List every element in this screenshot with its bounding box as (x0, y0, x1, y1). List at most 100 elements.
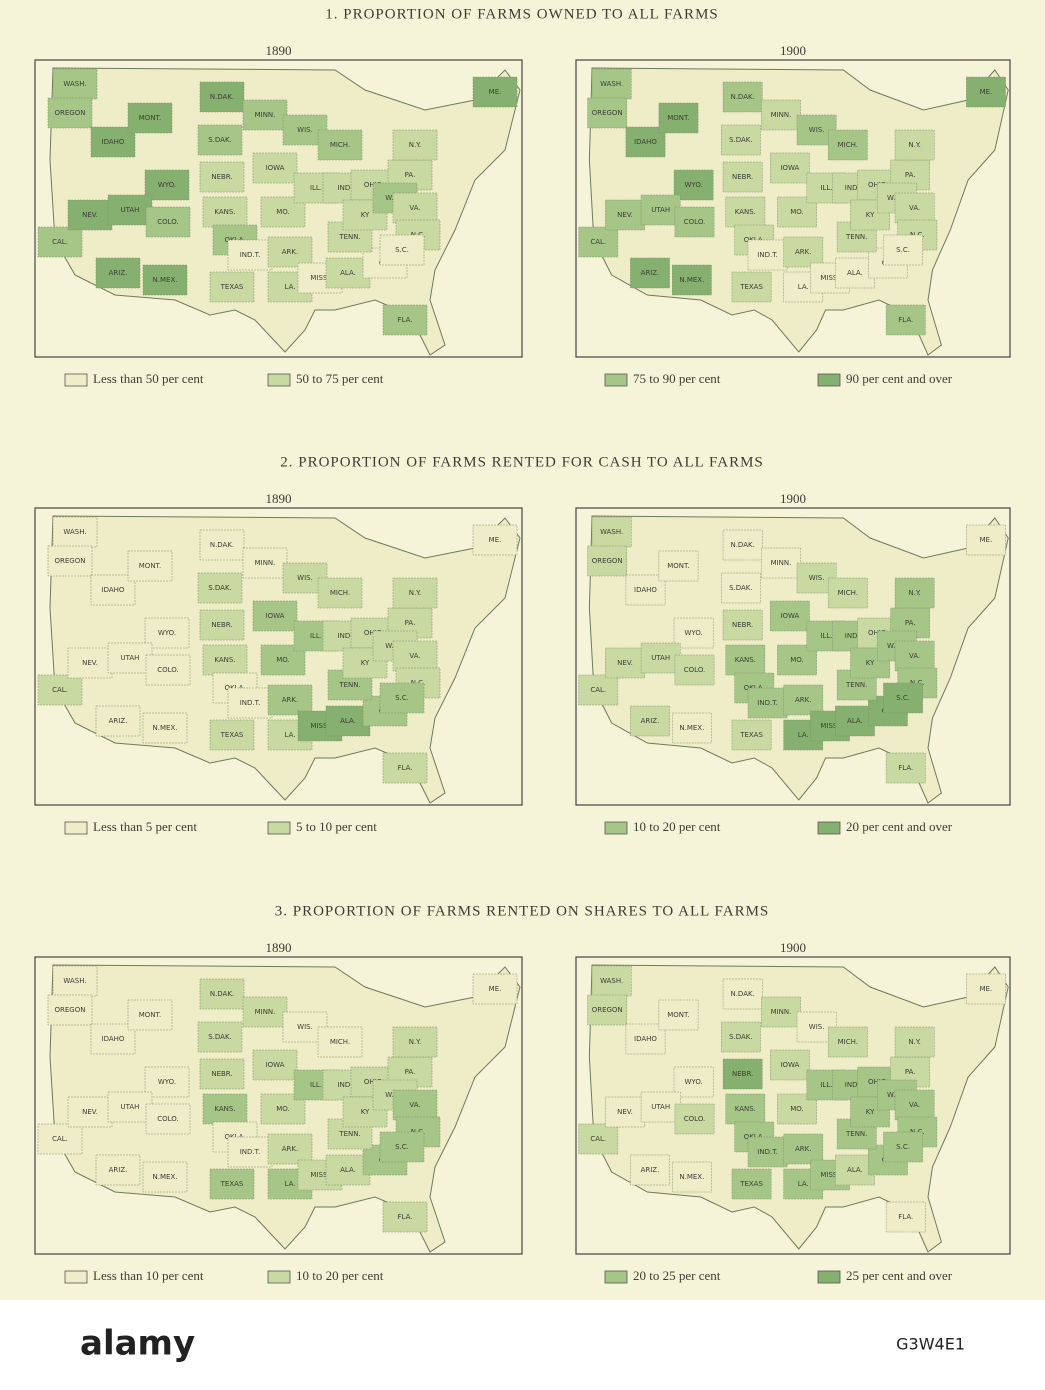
state-area (142, 1161, 188, 1193)
state-label: MONT. (667, 114, 689, 122)
state-area (721, 572, 761, 604)
state-label: ME. (489, 536, 502, 544)
state-label: IND. (845, 184, 860, 192)
state-label: CAL. (52, 238, 68, 246)
state-label: LA. (285, 1180, 296, 1188)
state-area (197, 572, 243, 604)
footer-logo: alamy (80, 1324, 195, 1364)
state-label: ILL. (820, 184, 832, 192)
state-area (722, 161, 763, 193)
state-label: S.C. (896, 246, 910, 254)
state-label: OREGON (55, 1006, 86, 1014)
state-area (127, 102, 173, 134)
state-label: IND.T. (757, 1148, 778, 1156)
state-label: S.C. (395, 694, 409, 702)
state-label: WIS. (297, 1023, 313, 1031)
legend-swatch (817, 1270, 841, 1284)
state-label: MINN. (771, 559, 792, 567)
state-area (382, 304, 428, 336)
state-label: N.MEX. (153, 276, 178, 284)
state-label: MINN. (771, 111, 792, 119)
state-label: VA. (909, 204, 920, 212)
state-label: TENN. (845, 681, 867, 689)
state-label: KY (361, 659, 370, 667)
state-area (966, 973, 1006, 1005)
state-label: IOWA (266, 164, 285, 172)
state-label: OREGON (592, 109, 623, 117)
state-label: TENN. (338, 681, 360, 689)
state-label: TENN. (845, 233, 867, 241)
state-area (605, 199, 645, 231)
state-label: MISS. (310, 1171, 329, 1179)
footer-id: G3W4E1 (896, 1335, 965, 1354)
legend-swatch (267, 373, 291, 387)
state-label: KANS. (735, 656, 756, 664)
state-area (673, 169, 714, 201)
legend-swatch (604, 1270, 628, 1284)
state-area (252, 1049, 298, 1081)
state-label: NEV. (617, 659, 633, 667)
state-area (761, 996, 801, 1028)
state-label: IND.T. (240, 1148, 261, 1156)
state-label: COLO. (157, 1115, 179, 1123)
state-label: NEV. (82, 1108, 98, 1116)
state-label: CAL. (52, 686, 68, 694)
state-label: PA. (405, 1068, 416, 1076)
state-area (209, 271, 255, 303)
legend-swatch (267, 1270, 291, 1284)
state-area (827, 577, 868, 609)
state-area (674, 1103, 715, 1135)
state-area (671, 264, 712, 296)
state-label: WYO. (685, 181, 703, 189)
state-area (95, 257, 141, 289)
state-area (605, 647, 645, 679)
state-area (966, 524, 1006, 556)
state-label: MICH. (330, 589, 350, 597)
footer-band (0, 1300, 1045, 1390)
state-label: UTAH (121, 206, 140, 214)
state-area (199, 161, 245, 193)
state-area (640, 642, 681, 674)
state-area (47, 97, 93, 129)
state-label: KY (866, 211, 875, 219)
state-area (722, 609, 763, 641)
state-label: ARK. (795, 696, 811, 704)
state-area (107, 1091, 153, 1123)
state-label: WASH. (600, 528, 623, 536)
state-area (127, 999, 173, 1031)
state-area (747, 239, 788, 271)
state-label: ME. (489, 985, 502, 993)
state-label: ILL. (820, 1081, 832, 1089)
state-area (883, 682, 923, 714)
state-area (90, 126, 136, 158)
state-label: FLA. (398, 764, 413, 772)
state-label: ILL. (310, 1081, 322, 1089)
state-label: IOWA (266, 612, 285, 620)
state-area (625, 574, 666, 606)
state-area (894, 192, 935, 224)
state-label: N.MEX. (153, 1173, 178, 1181)
legend-swatch (817, 821, 841, 835)
state-area (835, 705, 875, 737)
state-area (317, 129, 363, 161)
state-label: OREGON (592, 1006, 623, 1014)
state-area (472, 524, 518, 556)
state-label: NEBR. (732, 1070, 753, 1078)
state-area (671, 712, 712, 744)
state-label: CAL. (590, 686, 606, 694)
state-label: NEBR. (211, 173, 232, 181)
state-area (883, 234, 923, 266)
state-label: PA. (405, 171, 416, 179)
state-area (625, 1023, 666, 1055)
state-area (731, 719, 772, 751)
state-label: N.DAK. (210, 990, 234, 998)
state-area (197, 1021, 243, 1053)
state-area (145, 1103, 191, 1135)
state-label: S.DAK. (208, 584, 232, 592)
state-area (325, 1154, 371, 1186)
state-label: WIS. (809, 1023, 825, 1031)
state-label: COLO. (684, 1115, 706, 1123)
state-area (67, 647, 113, 679)
state-label: MISS. (820, 1171, 839, 1179)
state-label: KY (866, 659, 875, 667)
